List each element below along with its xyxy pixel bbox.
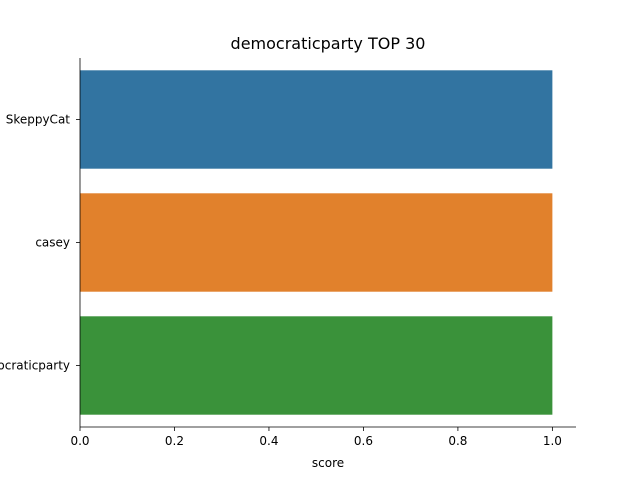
bar-democraticparty — [80, 316, 553, 415]
x-tick-label: 0.0 — [70, 434, 89, 448]
y-tick-label: democraticparty — [0, 359, 70, 373]
bars-group — [80, 70, 553, 415]
x-tick-label: 1.0 — [543, 434, 562, 448]
bar-skeppycat — [80, 70, 553, 169]
y-tick-label: casey — [35, 236, 70, 250]
x-ticks-group: 0.0 0.2 0.4 0.6 0.8 1.0 — [70, 427, 562, 448]
x-tick-label: 0.6 — [354, 434, 373, 448]
bar-casey — [80, 193, 553, 292]
x-axis-label: score — [312, 456, 344, 470]
chart-title: democraticparty TOP 30 — [231, 34, 426, 53]
y-tick-label: SkeppyCat — [6, 113, 71, 127]
x-tick-label: 0.8 — [448, 434, 467, 448]
x-tick-label: 0.2 — [165, 434, 184, 448]
x-tick-label: 0.4 — [259, 434, 278, 448]
y-ticks-group: SkeppyCat casey democraticparty — [0, 113, 80, 373]
